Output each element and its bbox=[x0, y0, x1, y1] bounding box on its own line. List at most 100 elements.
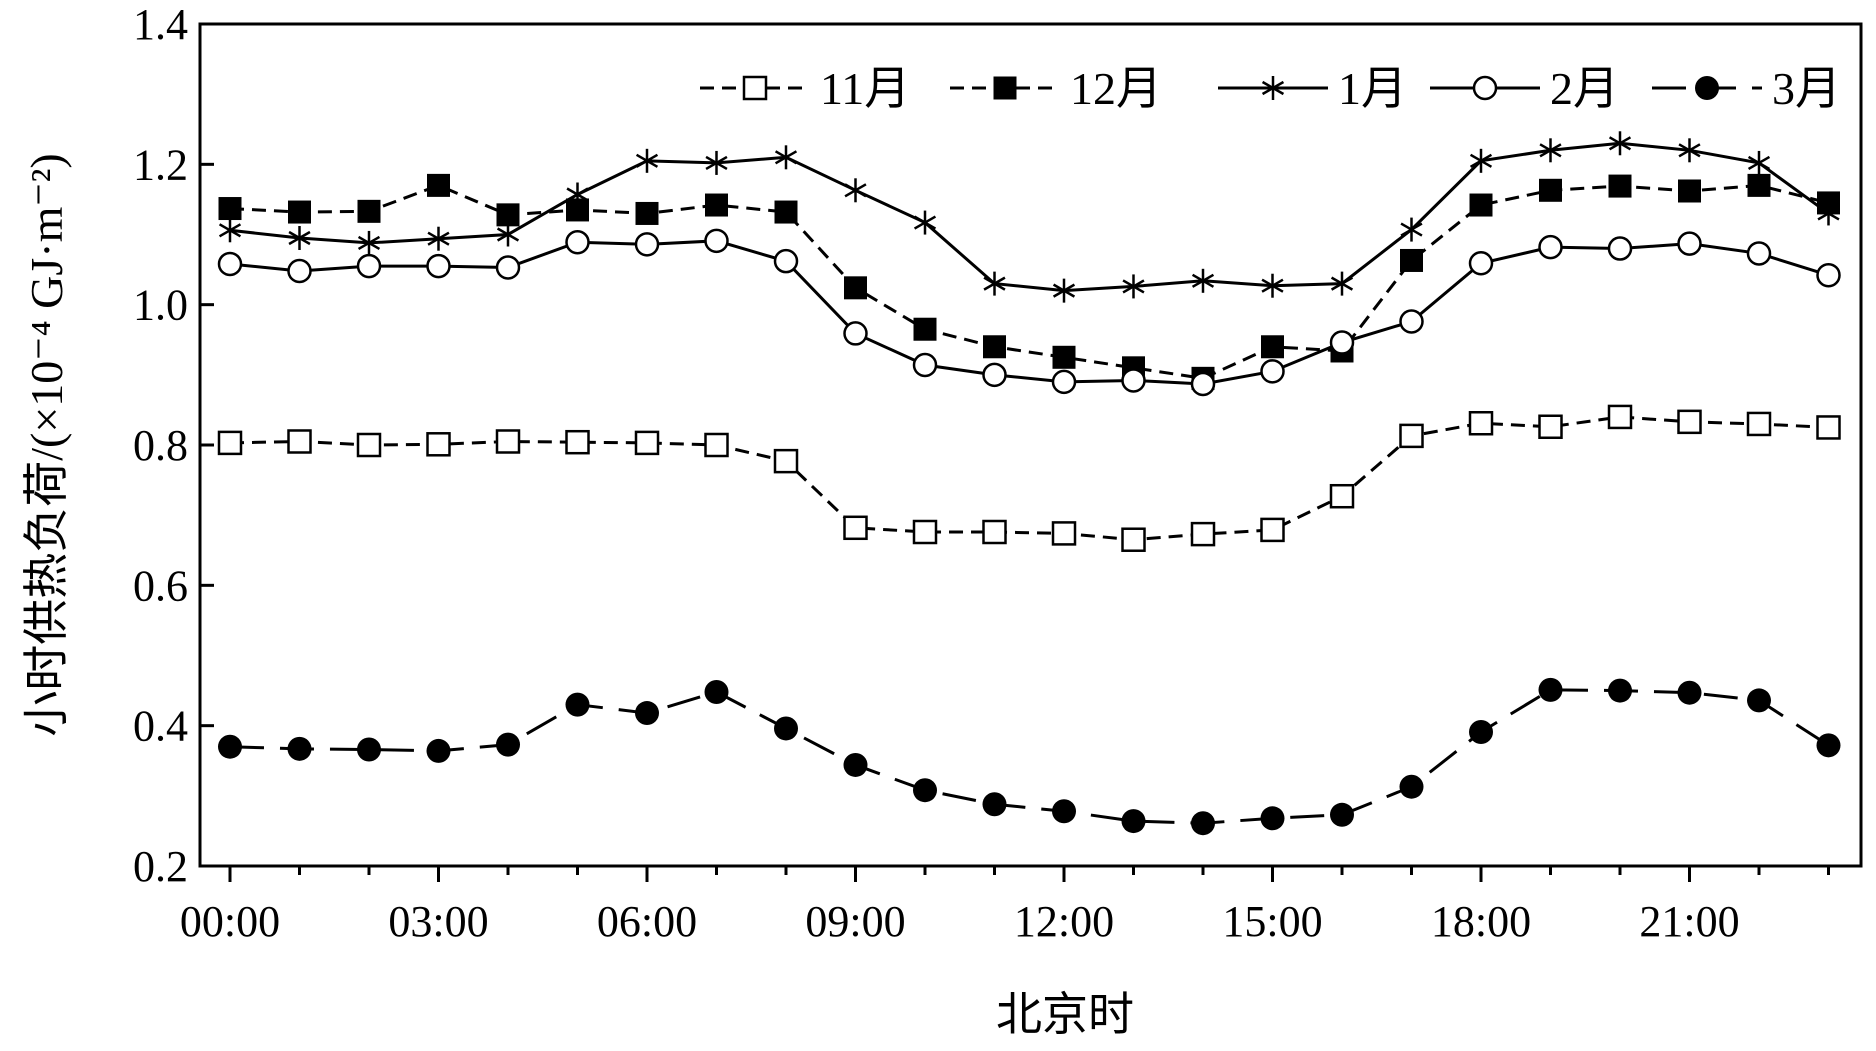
data-point bbox=[1816, 262, 1841, 288]
data-point bbox=[1695, 76, 1719, 100]
data-point bbox=[1122, 274, 1145, 299]
legend-item: 1月 bbox=[1218, 63, 1407, 114]
data-point bbox=[1608, 131, 1632, 156]
series-line bbox=[229, 415, 1829, 542]
data-point bbox=[356, 432, 382, 458]
data-point bbox=[1051, 369, 1077, 395]
data-point bbox=[218, 218, 242, 243]
data-point bbox=[982, 362, 1007, 388]
data-point bbox=[565, 429, 590, 455]
asterisk-stroke bbox=[1052, 283, 1076, 298]
x-tick-label: 03:00 bbox=[388, 897, 488, 946]
asterisk-stroke bbox=[705, 155, 728, 171]
asterisk-stroke bbox=[1469, 153, 1493, 168]
data-point bbox=[1190, 521, 1216, 547]
data-point bbox=[1260, 359, 1285, 384]
legend-label: 11月 bbox=[820, 63, 910, 114]
data-point bbox=[1746, 241, 1772, 266]
legend-label: 2月 bbox=[1550, 63, 1619, 114]
data-point bbox=[1469, 193, 1493, 217]
data-point bbox=[1677, 680, 1702, 705]
data-point bbox=[218, 734, 242, 759]
legend-label: 1月 bbox=[1338, 63, 1407, 114]
series-11月 bbox=[217, 404, 1841, 552]
data-point bbox=[1400, 217, 1423, 242]
x-axis-label: 北京时 bbox=[996, 989, 1134, 1040]
data-point bbox=[1190, 371, 1216, 397]
data-point bbox=[1052, 799, 1076, 824]
series-line bbox=[229, 183, 1829, 380]
data-point bbox=[1260, 517, 1285, 543]
data-point bbox=[1121, 527, 1146, 552]
data-point bbox=[1607, 404, 1633, 430]
y-tick-label: 1.4 bbox=[133, 0, 188, 49]
asterisk-stroke bbox=[566, 187, 589, 202]
data-point bbox=[357, 230, 381, 255]
data-point bbox=[704, 228, 729, 254]
asterisk-stroke bbox=[774, 150, 798, 165]
asterisk-stroke bbox=[427, 231, 450, 246]
data-point bbox=[773, 448, 799, 474]
data-point bbox=[287, 258, 312, 284]
data-point bbox=[705, 150, 728, 175]
data-point bbox=[774, 716, 798, 741]
asterisk-stroke bbox=[1817, 206, 1840, 221]
data-point bbox=[843, 752, 868, 777]
x-axis: 00:00 03:00 06:00 09:00 12:00 15:00 18:00 21:00 bbox=[180, 866, 1830, 946]
y-axis-label: 小时供热负荷/(×10⁻⁴ GJ·m⁻²) bbox=[21, 153, 72, 736]
y-axis: 0.2 0.4 0.6 0.8 1.0 1.2 1.4 bbox=[133, 0, 214, 891]
asterisk-stroke bbox=[1608, 136, 1632, 151]
data-point bbox=[1538, 234, 1563, 260]
data-point bbox=[843, 515, 868, 541]
y-tick-label: 0.6 bbox=[133, 561, 188, 610]
y-tick-label: 1.2 bbox=[133, 140, 188, 189]
data-point bbox=[1260, 806, 1285, 831]
data-point bbox=[1747, 173, 1771, 197]
data-point bbox=[1400, 248, 1423, 272]
legend-item: 2月 bbox=[1430, 63, 1619, 114]
data-point bbox=[635, 701, 659, 726]
data-point bbox=[427, 226, 450, 251]
x-tick-label: 18:00 bbox=[1431, 897, 1531, 946]
data-point bbox=[1468, 251, 1494, 276]
data-point bbox=[1747, 150, 1771, 175]
series-1月 bbox=[218, 131, 1840, 303]
data-point bbox=[1746, 411, 1772, 437]
data-point bbox=[1399, 774, 1424, 799]
data-point bbox=[1472, 75, 1498, 101]
data-point bbox=[913, 210, 937, 235]
asterisk-stroke bbox=[1191, 273, 1215, 288]
data-point bbox=[742, 75, 768, 101]
data-point bbox=[704, 432, 729, 458]
x-tick-label: 21:00 bbox=[1639, 897, 1739, 946]
data-point bbox=[1399, 309, 1424, 334]
asterisk-stroke bbox=[1122, 279, 1145, 294]
data-point bbox=[1816, 733, 1841, 758]
asterisk-stroke bbox=[1400, 222, 1423, 237]
data-point bbox=[566, 182, 589, 207]
series-line bbox=[229, 141, 1830, 293]
y-tick-label: 0.4 bbox=[133, 702, 188, 751]
data-point bbox=[843, 321, 868, 346]
x-tick-label: 12:00 bbox=[1014, 897, 1114, 946]
data-point bbox=[1817, 201, 1840, 226]
data-point bbox=[844, 178, 867, 203]
asterisk-stroke bbox=[1747, 155, 1771, 171]
data-point bbox=[704, 679, 729, 704]
data-point bbox=[495, 429, 521, 454]
data-point bbox=[288, 200, 311, 224]
data-point bbox=[844, 276, 867, 300]
data-point bbox=[1330, 271, 1354, 296]
data-point bbox=[287, 429, 312, 454]
data-point bbox=[1469, 719, 1493, 744]
data-point bbox=[1607, 236, 1633, 261]
data-point bbox=[1678, 138, 1701, 163]
data-point bbox=[635, 201, 659, 225]
data-point bbox=[1051, 521, 1077, 546]
asterisk-stroke bbox=[1261, 80, 1285, 96]
asterisk-stroke bbox=[1678, 143, 1701, 158]
legend-item: 3月 bbox=[1652, 63, 1841, 114]
data-point bbox=[287, 736, 312, 761]
series-3月 bbox=[218, 677, 1841, 836]
